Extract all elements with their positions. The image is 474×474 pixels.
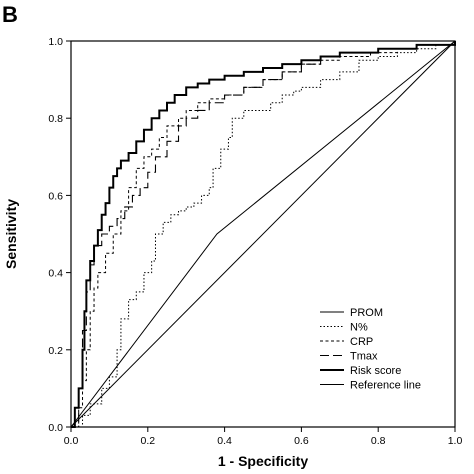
y-tick-label: 0.6 [48, 190, 63, 202]
plot-frame [70, 40, 456, 428]
y-tick-label: 1.0 [48, 36, 63, 48]
y-axis-ticks: 0.0 0.2 0.4 0.6 0.8 1.0 [48, 36, 71, 434]
plot-area [70, 40, 456, 428]
legend-label: CRP [350, 336, 373, 348]
y-tick-label: 0.0 [48, 422, 63, 434]
series-line-reference-line [70, 40, 456, 428]
x-axis-title: 1 - Specificity [218, 453, 308, 469]
x-tick-label: 0.6 [294, 435, 309, 447]
x-tick-label: 0.4 [217, 435, 232, 447]
series-line-n- [71, 41, 456, 428]
x-tick-label: 1.0 [448, 435, 463, 447]
panel-letter: B [2, 2, 18, 27]
legend-label: N% [350, 322, 368, 334]
series-line-tmax [71, 41, 456, 428]
series-line-risk-score [71, 41, 456, 428]
legend: PROM N% CRP Tmax Risk score Reference line [320, 307, 421, 392]
y-tick-label: 0.8 [48, 113, 63, 125]
legend-label: Tmax [350, 351, 378, 363]
legend-label: PROM [350, 307, 383, 319]
legend-label: Risk score [350, 365, 401, 377]
x-tick-label: 0.8 [371, 435, 386, 447]
x-tick-label: 0.2 [140, 435, 155, 447]
legend-label: Reference line [350, 380, 421, 392]
y-axis-title: Sensitivity [3, 199, 19, 269]
x-axis-ticks: 0.0 0.2 0.4 0.6 0.8 1.0 [64, 427, 463, 447]
y-tick-label: 0.4 [48, 268, 63, 280]
x-tick-label: 0.0 [64, 435, 79, 447]
series-lines [70, 40, 456, 428]
y-tick-label: 0.2 [48, 345, 63, 357]
series-line-prom [70, 40, 456, 428]
